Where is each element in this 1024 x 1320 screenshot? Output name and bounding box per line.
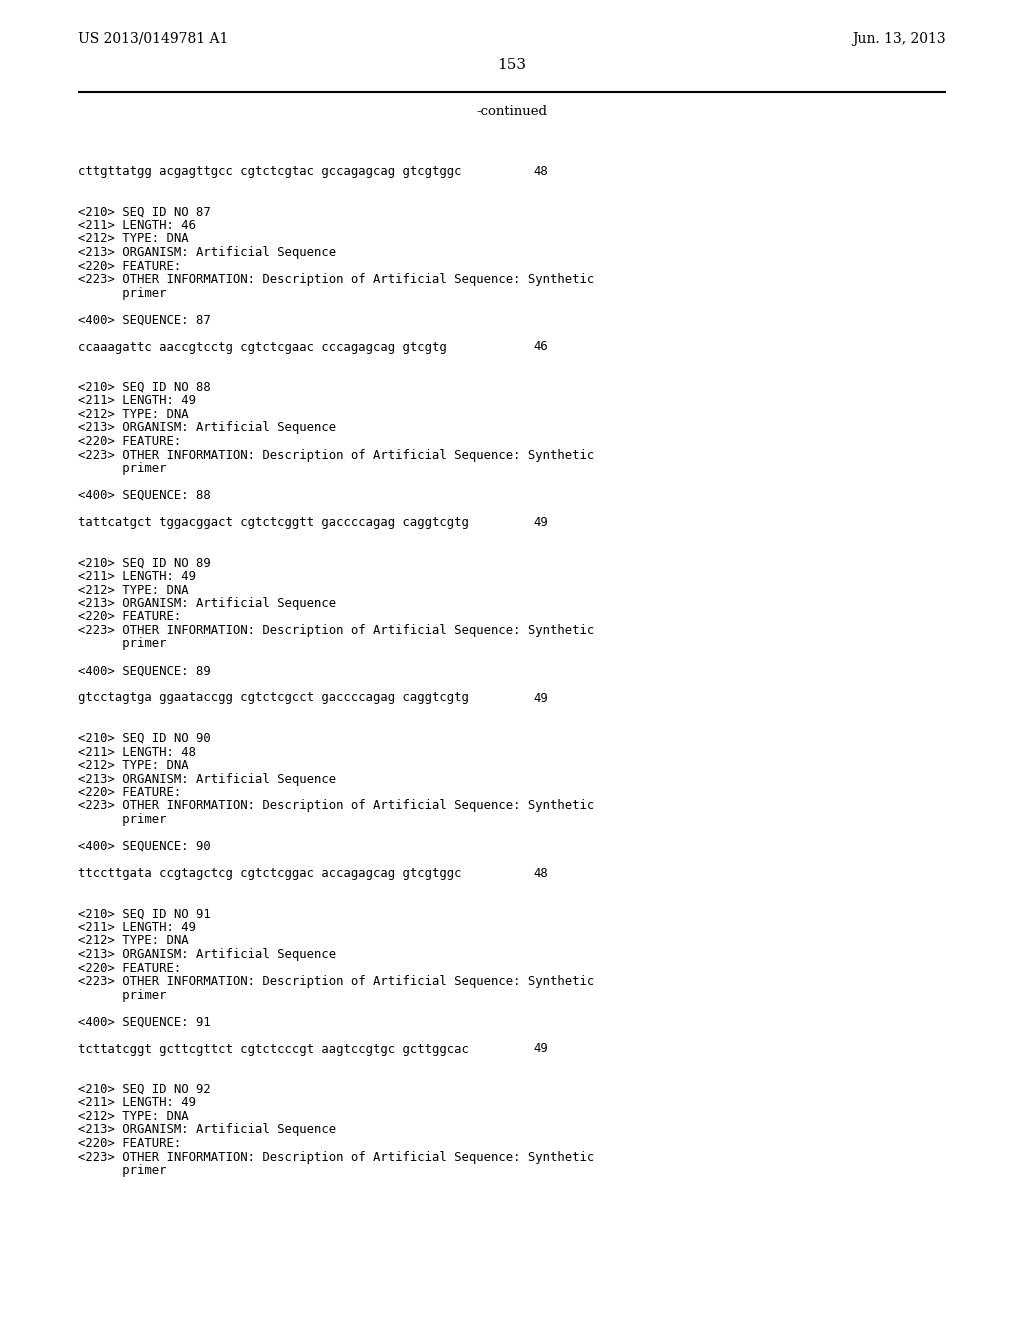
Text: gtcctagtga ggaataccgg cgtctcgcct gaccccagag caggtcgtg: gtcctagtga ggaataccgg cgtctcgcct gacccca… [78,692,469,705]
Text: <220> FEATURE:: <220> FEATURE: [78,785,181,799]
Text: <223> OTHER INFORMATION: Description of Artificial Sequence: Synthetic: <223> OTHER INFORMATION: Description of … [78,624,594,638]
Text: <223> OTHER INFORMATION: Description of Artificial Sequence: Synthetic: <223> OTHER INFORMATION: Description of … [78,449,594,462]
Text: <212> TYPE: DNA: <212> TYPE: DNA [78,1110,188,1123]
Text: <400> SEQUENCE: 90: <400> SEQUENCE: 90 [78,840,211,853]
Text: <220> FEATURE:: <220> FEATURE: [78,610,181,623]
Text: <220> FEATURE:: <220> FEATURE: [78,1137,181,1150]
Text: 153: 153 [498,58,526,73]
Text: <223> OTHER INFORMATION: Description of Artificial Sequence: Synthetic: <223> OTHER INFORMATION: Description of … [78,1151,594,1163]
Text: <220> FEATURE:: <220> FEATURE: [78,961,181,974]
Text: <213> ORGANISM: Artificial Sequence: <213> ORGANISM: Artificial Sequence [78,246,336,259]
Text: Jun. 13, 2013: Jun. 13, 2013 [852,32,946,46]
Text: primer: primer [78,1164,167,1177]
Text: <212> TYPE: DNA: <212> TYPE: DNA [78,759,188,772]
Text: <213> ORGANISM: Artificial Sequence: <213> ORGANISM: Artificial Sequence [78,948,336,961]
Text: tattcatgct tggacggact cgtctcggtt gaccccagag caggtcgtg: tattcatgct tggacggact cgtctcggtt gacccca… [78,516,469,529]
Text: <220> FEATURE:: <220> FEATURE: [78,260,181,272]
Text: primer: primer [78,462,167,475]
Text: <212> TYPE: DNA: <212> TYPE: DNA [78,935,188,948]
Text: ccaaagattc aaccgtcctg cgtctcgaac cccagagcag gtcgtg: ccaaagattc aaccgtcctg cgtctcgaac cccagag… [78,341,446,354]
Text: <212> TYPE: DNA: <212> TYPE: DNA [78,232,188,246]
Text: <210> SEQ ID NO 90: <210> SEQ ID NO 90 [78,733,211,744]
Text: ttccttgata ccgtagctcg cgtctcggac accagagcag gtcgtggc: ttccttgata ccgtagctcg cgtctcggac accagag… [78,867,462,880]
Text: <400> SEQUENCE: 88: <400> SEQUENCE: 88 [78,488,211,502]
Text: cttgttatgg acgagttgcc cgtctcgtac gccagagcag gtcgtggc: cttgttatgg acgagttgcc cgtctcgtac gccagag… [78,165,462,178]
Text: 49: 49 [534,516,548,529]
Text: <223> OTHER INFORMATION: Description of Artificial Sequence: Synthetic: <223> OTHER INFORMATION: Description of … [78,273,594,286]
Text: US 2013/0149781 A1: US 2013/0149781 A1 [78,32,228,46]
Text: <210> SEQ ID NO 87: <210> SEQ ID NO 87 [78,206,211,219]
Text: 49: 49 [534,692,548,705]
Text: <400> SEQUENCE: 91: <400> SEQUENCE: 91 [78,1015,211,1028]
Text: 48: 48 [534,165,548,178]
Text: <211> LENGTH: 48: <211> LENGTH: 48 [78,746,196,759]
Text: primer: primer [78,286,167,300]
Text: <211> LENGTH: 49: <211> LENGTH: 49 [78,921,196,935]
Text: <210> SEQ ID NO 91: <210> SEQ ID NO 91 [78,908,211,920]
Text: <211> LENGTH: 46: <211> LENGTH: 46 [78,219,196,232]
Text: <213> ORGANISM: Artificial Sequence: <213> ORGANISM: Artificial Sequence [78,772,336,785]
Text: <210> SEQ ID NO 92: <210> SEQ ID NO 92 [78,1082,211,1096]
Text: <210> SEQ ID NO 88: <210> SEQ ID NO 88 [78,381,211,393]
Text: 48: 48 [534,867,548,880]
Text: <212> TYPE: DNA: <212> TYPE: DNA [78,583,188,597]
Text: 46: 46 [534,341,548,354]
Text: <400> SEQUENCE: 87: <400> SEQUENCE: 87 [78,314,211,326]
Text: <400> SEQUENCE: 89: <400> SEQUENCE: 89 [78,664,211,677]
Text: <211> LENGTH: 49: <211> LENGTH: 49 [78,570,196,583]
Text: <220> FEATURE:: <220> FEATURE: [78,436,181,447]
Text: primer: primer [78,813,167,826]
Text: primer: primer [78,638,167,651]
Text: <213> ORGANISM: Artificial Sequence: <213> ORGANISM: Artificial Sequence [78,597,336,610]
Text: <211> LENGTH: 49: <211> LENGTH: 49 [78,1097,196,1110]
Text: <212> TYPE: DNA: <212> TYPE: DNA [78,408,188,421]
Text: <213> ORGANISM: Artificial Sequence: <213> ORGANISM: Artificial Sequence [78,421,336,434]
Text: <223> OTHER INFORMATION: Description of Artificial Sequence: Synthetic: <223> OTHER INFORMATION: Description of … [78,975,594,987]
Text: <223> OTHER INFORMATION: Description of Artificial Sequence: Synthetic: <223> OTHER INFORMATION: Description of … [78,800,594,813]
Text: <213> ORGANISM: Artificial Sequence: <213> ORGANISM: Artificial Sequence [78,1123,336,1137]
Text: <211> LENGTH: 49: <211> LENGTH: 49 [78,395,196,408]
Text: <210> SEQ ID NO 89: <210> SEQ ID NO 89 [78,557,211,569]
Text: primer: primer [78,989,167,1002]
Text: tcttatcggt gcttcgttct cgtctcccgt aagtccgtgc gcttggcac: tcttatcggt gcttcgttct cgtctcccgt aagtccg… [78,1043,469,1056]
Text: 49: 49 [534,1043,548,1056]
Text: -continued: -continued [476,106,548,117]
